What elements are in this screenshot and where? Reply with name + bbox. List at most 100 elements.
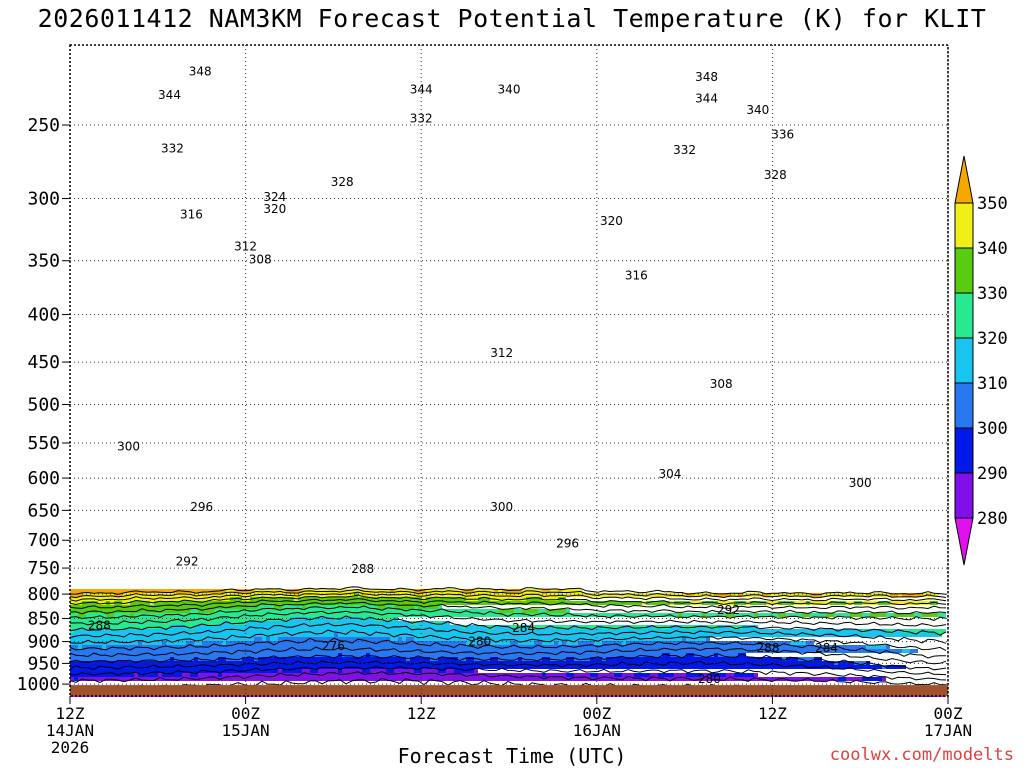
temp-cell [702,673,710,677]
y-tick-label: 400 [27,305,60,326]
contour-label: 340 [746,103,769,117]
temp-cell [390,589,394,593]
temp-cell [706,613,726,617]
temp-cell [274,605,282,609]
temp-cell [78,677,838,681]
temp-cell [870,613,886,617]
temp-cell [930,601,938,605]
colorbar-swatch [954,517,974,566]
colorbar-swatch [954,155,974,204]
temp-cell [198,609,214,613]
temp-cell [182,673,190,677]
temp-cell [302,669,310,673]
contour-label: 328 [331,175,354,189]
source-credit[interactable]: coolwx.com/modelts [829,745,1014,765]
temp-cell [194,641,202,645]
temp-cell [786,657,798,661]
temp-cell [834,661,838,665]
contour-label: 316 [180,207,203,221]
temp-cell [542,641,554,645]
temp-cell [734,673,754,677]
contour-label: 300 [490,500,513,514]
temp-cell [866,593,870,597]
temp-cell [486,625,494,629]
contour-label: 328 [764,168,787,182]
temp-cell [406,657,410,661]
contour-label: 312 [234,240,257,254]
y-tick-label: 250 [27,115,60,136]
temp-cell [442,621,450,625]
temp-cell [262,637,266,641]
y-tick-label: 500 [27,395,60,416]
temp-cell [222,641,226,645]
temp-cell [534,641,542,645]
temp-cell [622,673,634,677]
temp-cell [70,629,74,633]
contour-line [69,588,947,599]
temp-cell [802,613,810,617]
temp-cell [362,617,366,621]
temp-cell [886,645,890,649]
temp-cell [738,593,742,597]
temp-cell [702,613,706,617]
temp-cell [678,613,682,617]
temp-cell [194,625,462,629]
temp-cell [390,637,398,641]
temp-cell [334,633,338,637]
temp-cell [458,657,466,661]
temp-cell [102,645,106,649]
contour-label: 344 [158,88,181,102]
temp-cell [466,625,486,629]
temp-cell [810,613,826,617]
contour-label: 292 [717,603,740,617]
temp-cell [70,601,82,605]
temp-cell [786,613,802,617]
temp-cell [138,641,142,645]
contour-line [69,653,947,671]
colorbar-swatch [954,382,974,429]
y-tick-label: 350 [27,251,60,272]
temp-cell [106,645,866,649]
x-tick-label: 00Z [934,704,963,723]
y-axis: 2503003504004505005506006507007508008509… [17,115,70,695]
temp-cell [522,609,538,613]
temp-cell [810,601,830,605]
temp-cell [790,641,806,645]
temp-cell [70,605,258,609]
y-tick-label: 950 [27,653,60,674]
temp-cell [70,625,170,629]
temp-cell [794,601,806,605]
colorbar: 350 340 330 320 310 300 290 280 [954,155,1008,566]
x-tick-label: 12Z [758,704,787,723]
contour-label: 284 [512,621,535,635]
x-tick-label: 00Z [231,704,260,723]
temp-cell [258,657,406,661]
temp-cell [826,613,834,617]
temp-cell [686,673,702,677]
temp-cell [510,641,518,645]
temp-cell [466,657,474,661]
ground-surface [70,685,948,696]
contour-line [69,594,947,606]
temp-cell [254,637,262,641]
colorbar-swatch [954,472,974,519]
temp-cell [226,589,234,593]
temp-cell [590,657,602,661]
temp-cell [622,625,630,629]
temp-cell [706,637,710,641]
temp-cell [866,661,870,665]
temp-cell [158,673,162,677]
temp-cell [862,677,882,681]
temp-cell [606,657,782,661]
contour-line [69,646,947,665]
temp-cell [142,641,162,645]
temp-cell [134,673,138,677]
temp-cell [646,601,670,605]
temp-cell [866,629,886,633]
temp-cell [578,641,594,645]
temp-cell [718,601,734,605]
contour-line [69,610,947,627]
contour-label: 320 [600,214,623,228]
temp-cell [590,673,598,677]
temp-cell [242,657,254,661]
